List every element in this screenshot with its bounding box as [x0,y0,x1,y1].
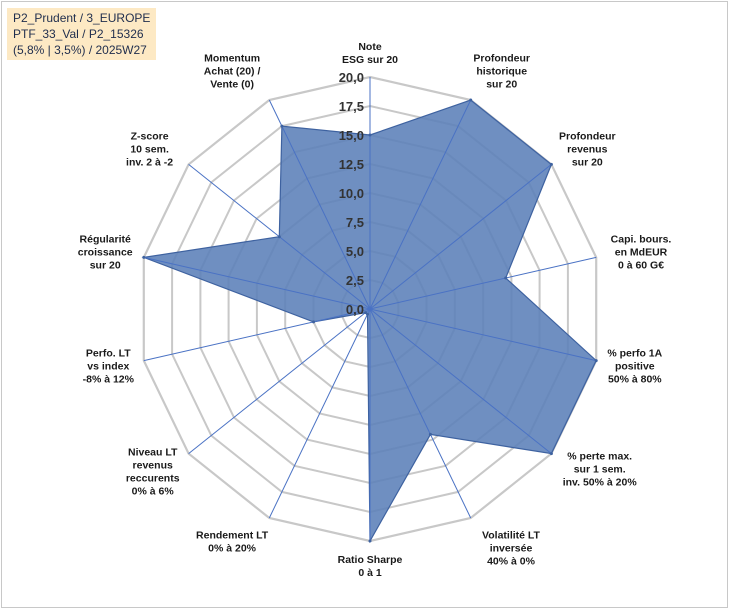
data-point [142,255,146,259]
axis-label: Z-score 10 sem. inv. 2 à -2 [126,130,173,168]
tick-label: 10,0 [339,186,364,201]
axis-label-line: Profondeur [559,130,616,142]
axis-spoke [143,256,371,310]
axis-spoke [369,99,472,310]
data-point [504,276,508,280]
axis-label-line: 40% à 0% [487,556,536,568]
axis-spoke [268,99,371,310]
tick-label: 0,0 [346,302,364,317]
axis-label-line: 0% à 20% [208,543,257,555]
axis-label-line: vs index [87,361,129,373]
data-point [594,359,598,363]
axis-spoke [369,164,552,310]
axis-label-line: historique [476,65,527,77]
info-line-2: PTF_33_Val / P2_15326 [13,27,144,41]
data-point [428,432,432,436]
axis-label-line: 50% à 80% [608,374,662,386]
axis-label-line: inv. 2 à -2 [126,156,173,168]
tick-label: 15,0 [339,128,364,143]
axis-label: Note ESG sur 20 [342,41,398,66]
axis-label-line: % perte max. [567,451,632,463]
axis-label-line: Profondeur [473,52,530,64]
tick-label: 7,5 [346,215,364,230]
axis-label: Perfo. LT vs index -8% à 12% [83,348,135,386]
info-line-1: P2_Prudent / 3_EUROPE [13,11,151,25]
axis-label: Régularité croissance sur 20 [78,233,133,271]
axis-label-line: Volatilité LT [482,530,541,542]
axis-label-line: Achat (20) / [204,65,261,77]
data-point [549,452,553,456]
axis-label-line: Note [358,41,381,53]
data-point [277,235,281,239]
axis-label-line: Régularité [80,233,132,245]
axis-label-line: Ratio Sharpe [338,554,403,566]
axis-label-line: 0% à 6% [132,485,175,497]
tick-label: 2,5 [346,273,364,288]
axis-label-line: 10 sem. [130,143,169,155]
axis-spoke [369,308,597,362]
axis-label-line: sur 20 [90,259,121,271]
axis-label-line: Rendement LT [196,530,269,542]
info-line-3: (5,8% | 3,5%) / 2025W27 [13,43,147,57]
axis-spoke [369,308,472,519]
axis-spoke [369,256,597,310]
axis-label-line: -8% à 12% [83,374,135,386]
axis-label-line: Perfo. LT [86,348,131,360]
data-point [280,124,284,128]
axis-label: Capi. bours. en MdEUR 0 à 60 G€ [611,233,672,271]
axis-label-line: revenus [133,459,173,471]
tick-label: 17,5 [339,99,364,114]
axis-label-line: revenus [567,143,607,155]
axis-label-line: Niveau LT [128,446,178,458]
axis-label-line: Capi. bours. [611,233,672,245]
axis-label: % perfo 1A positive 50% à 80% [607,348,662,386]
axis-label-line: % perfo 1A [607,348,662,360]
axis-label-line: inversée [490,543,533,555]
axis-label: Momentum Achat (20) / Vente (0) [204,52,261,90]
axis-label-line: sur 20 [572,156,603,168]
axis-label-line: 0 à 1 [358,567,382,579]
axis-label-line: sur 20 [486,78,517,90]
axis-label-line: croissance [78,246,133,258]
axis-label: Volatilité LT inversée 40% à 0% [482,530,541,568]
axis-label: Niveau LT revenus reccurents 0% à 6% [126,446,180,497]
axis-spoke [188,308,371,454]
axis-label-line: 0 à 60 G€ [618,259,664,271]
axis-label-line: reccurents [126,472,180,484]
axis-label-line: en MdEUR [615,246,668,258]
axis-label-line: Vente (0) [210,78,254,90]
data-point [366,312,369,316]
axis-label: % perte max. sur 1 sem. inv. 50% à 20% [563,451,638,489]
axis-label-line: Z-score [131,130,169,142]
axis-label: Profondeur revenus sur 20 [559,130,616,168]
tick-label: 5,0 [346,244,364,259]
axis-label-line: ESG sur 20 [342,54,398,66]
data-point [549,162,553,166]
axis-label: Rendement LT 0% à 20% [196,530,269,555]
axis-label-line: sur 1 sem. [574,464,626,476]
data-point [368,539,372,543]
tick-label: 20,0 [339,70,364,85]
data-point [469,98,473,102]
tick-label: 12,5 [339,157,364,172]
axis-label: Profondeur historique sur 20 [473,52,530,90]
axis-spoke [268,308,371,519]
axis-label-line: Momentum [204,52,260,64]
axis-label-line: inv. 50% à 20% [563,477,638,489]
axis-spoke [369,308,552,454]
data-point [312,320,315,324]
axis-label-line: positive [615,361,655,373]
portfolio-info-box: P2_Prudent / 3_EUROPE PTF_33_Val / P2_15… [7,8,157,60]
axis-spoke [143,308,371,362]
data-point [368,133,372,137]
axis-label: Ratio Sharpe 0 à 1 [338,554,403,579]
data-point [364,311,367,315]
